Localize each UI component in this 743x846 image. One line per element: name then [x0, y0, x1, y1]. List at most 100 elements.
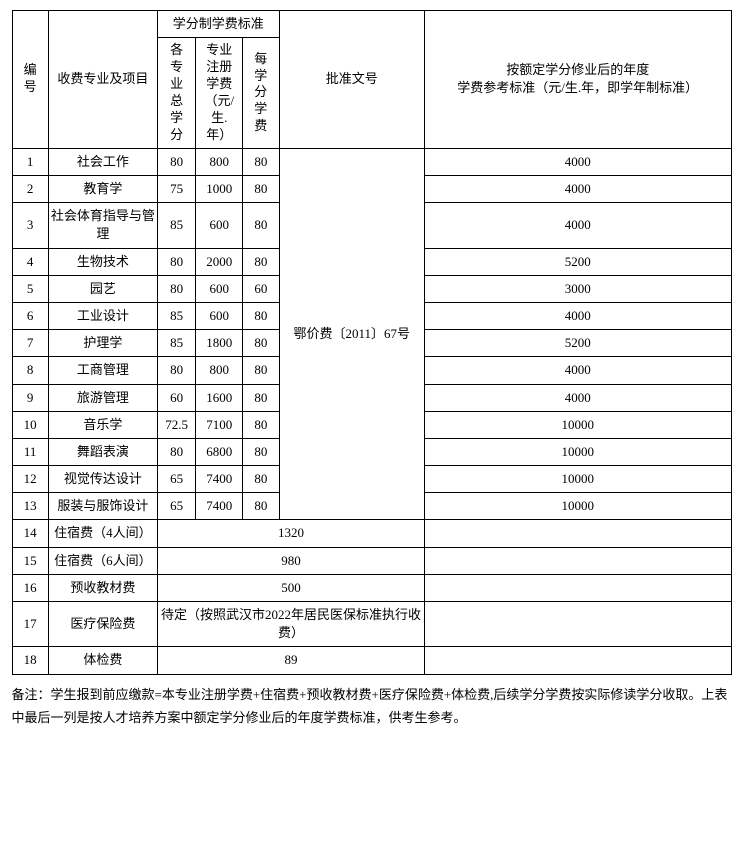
cell-major: 园艺: [48, 275, 157, 302]
cell-credits: 85: [157, 330, 195, 357]
cell-ref: [424, 602, 731, 647]
cell-percredit: 80: [243, 248, 279, 275]
header-major: 收费专业及项目: [48, 11, 157, 149]
cell-ref: 4000: [424, 203, 731, 248]
cell-regfee: 1600: [196, 384, 243, 411]
cell-ref: 4000: [424, 384, 731, 411]
header-approval: 批准文号: [279, 11, 424, 149]
cell-percredit: 80: [243, 148, 279, 175]
cell-num: 14: [12, 520, 48, 547]
cell-credits: 75: [157, 176, 195, 203]
cell-regfee: 7100: [196, 411, 243, 438]
header-total-credits: 各专业总学分: [157, 38, 195, 149]
header-ref-std: 按额定学分修业后的年度 学费参考标准（元/生.年，即学年制标准）: [424, 11, 731, 149]
cell-credits: 85: [157, 302, 195, 329]
cell-percredit: 80: [243, 438, 279, 465]
cell-num: 5: [12, 275, 48, 302]
cell-value: 1320: [157, 520, 424, 547]
cell-label: 体检费: [48, 647, 157, 674]
cell-num: 16: [12, 574, 48, 601]
cell-label: 住宿费（6人间）: [48, 547, 157, 574]
cell-regfee: 600: [196, 275, 243, 302]
cell-regfee: 7400: [196, 493, 243, 520]
cell-approval: 鄂价费〔2011〕67号: [279, 148, 424, 520]
cell-major: 社会工作: [48, 148, 157, 175]
cell-credits: 80: [157, 357, 195, 384]
cell-ref: [424, 574, 731, 601]
cell-label: 医疗保险费: [48, 602, 157, 647]
cell-major: 工业设计: [48, 302, 157, 329]
cell-major: 视觉传达设计: [48, 466, 157, 493]
cell-num: 18: [12, 647, 48, 674]
cell-ref: 4000: [424, 302, 731, 329]
footnote: 备注：学生报到前应缴款=本专业注册学费+住宿费+预收教材费+医疗保险费+体检费,…: [12, 683, 732, 730]
cell-ref: 3000: [424, 275, 731, 302]
cell-regfee: 800: [196, 148, 243, 175]
cell-regfee: 2000: [196, 248, 243, 275]
cell-num: 7: [12, 330, 48, 357]
fee-table: 编号 收费专业及项目 学分制学费标准 批准文号 按额定学分修业后的年度 学费参考…: [12, 10, 732, 675]
cell-regfee: 1800: [196, 330, 243, 357]
cell-label: 预收教材费: [48, 574, 157, 601]
cell-major: 教育学: [48, 176, 157, 203]
cell-value: 待定（按照武汉市2022年居民医保标准执行收费）: [157, 602, 424, 647]
cell-credits: 80: [157, 148, 195, 175]
table-row: 17医疗保险费待定（按照武汉市2022年居民医保标准执行收费）: [12, 602, 731, 647]
cell-percredit: 60: [243, 275, 279, 302]
table-row: 1社会工作8080080鄂价费〔2011〕67号4000: [12, 148, 731, 175]
cell-major: 音乐学: [48, 411, 157, 438]
cell-ref: 4000: [424, 176, 731, 203]
cell-credits: 85: [157, 203, 195, 248]
cell-label: 住宿费（4人间）: [48, 520, 157, 547]
cell-num: 15: [12, 547, 48, 574]
cell-regfee: 800: [196, 357, 243, 384]
cell-ref: [424, 520, 731, 547]
cell-major: 工商管理: [48, 357, 157, 384]
cell-major: 服装与服饰设计: [48, 493, 157, 520]
cell-value: 980: [157, 547, 424, 574]
cell-regfee: 1000: [196, 176, 243, 203]
cell-credits: 65: [157, 466, 195, 493]
cell-regfee: 6800: [196, 438, 243, 465]
cell-percredit: 80: [243, 493, 279, 520]
header-reg-fee: 专业注册学费（元/生.年）: [196, 38, 243, 149]
table-row: 14住宿费（4人间）1320: [12, 520, 731, 547]
cell-num: 4: [12, 248, 48, 275]
cell-major: 护理学: [48, 330, 157, 357]
cell-percredit: 80: [243, 411, 279, 438]
cell-ref: 4000: [424, 148, 731, 175]
cell-num: 10: [12, 411, 48, 438]
cell-num: 8: [12, 357, 48, 384]
header-per-credit: 每学分学费: [243, 38, 279, 149]
cell-percredit: 80: [243, 203, 279, 248]
cell-credits: 72.5: [157, 411, 195, 438]
cell-ref: 10000: [424, 493, 731, 520]
cell-major: 舞蹈表演: [48, 438, 157, 465]
cell-value: 500: [157, 574, 424, 601]
cell-credits: 80: [157, 248, 195, 275]
cell-num: 11: [12, 438, 48, 465]
cell-num: 3: [12, 203, 48, 248]
cell-percredit: 80: [243, 357, 279, 384]
cell-ref: 5200: [424, 248, 731, 275]
cell-ref: 4000: [424, 357, 731, 384]
cell-num: 9: [12, 384, 48, 411]
cell-percredit: 80: [243, 384, 279, 411]
table-row: 15住宿费（6人间）980: [12, 547, 731, 574]
cell-percredit: 80: [243, 302, 279, 329]
cell-major: 社会体育指导与管理: [48, 203, 157, 248]
cell-num: 6: [12, 302, 48, 329]
cell-ref: [424, 647, 731, 674]
cell-credits: 65: [157, 493, 195, 520]
cell-num: 1: [12, 148, 48, 175]
cell-num: 2: [12, 176, 48, 203]
cell-regfee: 7400: [196, 466, 243, 493]
cell-ref: 10000: [424, 438, 731, 465]
cell-ref: 5200: [424, 330, 731, 357]
cell-credits: 80: [157, 275, 195, 302]
cell-value: 89: [157, 647, 424, 674]
cell-percredit: 80: [243, 330, 279, 357]
cell-regfee: 600: [196, 302, 243, 329]
cell-percredit: 80: [243, 176, 279, 203]
cell-num: 12: [12, 466, 48, 493]
